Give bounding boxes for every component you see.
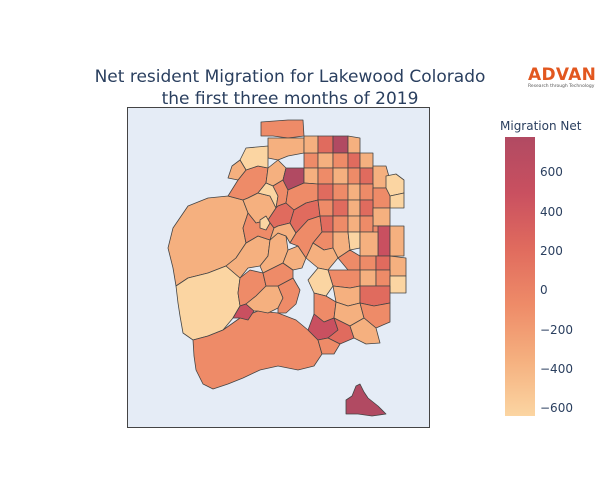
map-region	[345, 383, 387, 417]
map-region	[332, 199, 349, 217]
map-region	[347, 183, 361, 201]
map-region	[332, 215, 349, 233]
map-region	[347, 167, 361, 185]
map-region	[303, 152, 319, 169]
map-region	[389, 192, 405, 209]
map-region	[359, 167, 374, 185]
map-region	[317, 199, 334, 217]
map-region	[277, 277, 301, 314]
map-region	[347, 152, 361, 169]
map-region	[347, 215, 361, 233]
title-line-2: the first three months of 2019	[161, 89, 419, 109]
map-region	[332, 183, 349, 201]
map-region	[359, 231, 379, 257]
map-region	[359, 285, 391, 307]
logo-wordmark: ADVAN	[528, 65, 597, 85]
map-region	[319, 215, 334, 233]
map-region	[359, 183, 374, 201]
map-region	[389, 275, 407, 294]
map-region	[359, 199, 374, 217]
map-region	[389, 255, 407, 277]
colorbar-tick-label: 600	[540, 165, 563, 180]
map-region	[389, 225, 405, 257]
colorbar-tick-label: −600	[540, 401, 573, 416]
map-region	[227, 159, 247, 181]
advan-logo: ADVAN Research through Technology	[528, 66, 596, 90]
map-region	[375, 255, 391, 271]
colorbar-tick-label: −400	[540, 361, 573, 376]
map-region	[359, 255, 377, 271]
map-region	[317, 152, 334, 169]
map-plot-area[interactable]	[127, 107, 430, 428]
map-region	[359, 152, 374, 169]
logo-tagline: Research through Technology	[528, 84, 595, 89]
map-region	[303, 135, 319, 154]
colorbar-tick-label: 200	[540, 243, 563, 258]
colorbar-tick-label: −200	[540, 322, 573, 337]
title-line-1: Net resident Migration for Lakewood Colo…	[94, 67, 486, 87]
map-region	[349, 317, 381, 345]
colorbar-tick-label: 0	[540, 283, 548, 298]
map-region	[332, 152, 349, 169]
colorbar-tick-label: 400	[540, 204, 563, 219]
map-region	[317, 135, 334, 154]
map-region	[359, 215, 374, 233]
map-region	[259, 215, 271, 231]
map-region	[260, 119, 305, 139]
colorbar	[505, 137, 535, 416]
map-region	[359, 269, 377, 287]
map-region	[303, 167, 319, 185]
map-region	[347, 231, 361, 251]
map-region	[372, 187, 391, 209]
map-region	[262, 262, 294, 287]
map-region	[317, 183, 334, 201]
map-region	[375, 269, 391, 287]
colorbar-gradient	[505, 137, 535, 416]
map-region	[377, 225, 391, 257]
chart-title: Net resident Migration for Lakewood Colo…	[60, 66, 520, 110]
map-region	[372, 207, 391, 227]
map-region	[332, 167, 349, 185]
map-region	[267, 137, 305, 161]
map-region	[347, 135, 361, 154]
map-region	[347, 199, 361, 217]
choropleth-map[interactable]	[128, 108, 430, 428]
colorbar-title: Migration Net	[500, 119, 582, 133]
map-region	[332, 135, 349, 154]
map-region	[317, 337, 341, 355]
map-region	[317, 167, 334, 185]
